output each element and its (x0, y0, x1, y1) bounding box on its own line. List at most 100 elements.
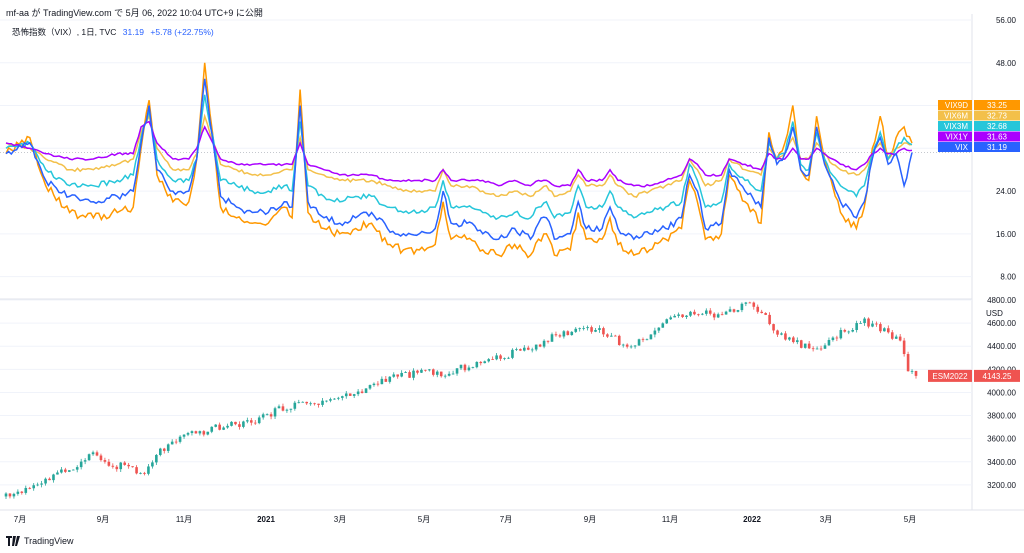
legend-tag-name-vix1y: VIX1Y (945, 133, 968, 142)
candle-body (400, 372, 403, 377)
x-tick-label: 7月 (14, 515, 26, 524)
candle-body (404, 372, 407, 373)
esm-symbol-label: ESM2022 (932, 372, 968, 381)
candle-body (851, 329, 854, 332)
candle-body (265, 414, 269, 416)
candle-body (776, 330, 779, 335)
candle-body (226, 425, 229, 428)
legend-symbol[interactable]: 恐怖指数（VIX）, 1日, TVC (12, 27, 117, 37)
candle-body (799, 340, 803, 348)
x-tick-label: 3月 (820, 515, 832, 524)
y-tick-label-bottom: 4200.00 (987, 365, 1016, 374)
candle-body (56, 472, 59, 475)
candle-body (139, 472, 142, 474)
candle-body (447, 373, 451, 376)
candle-body (720, 314, 724, 316)
candle-body (594, 329, 597, 332)
y-tick-label-top: 16.00 (996, 230, 1017, 239)
candle-body (337, 397, 340, 399)
currency-label: USD (986, 309, 1003, 318)
candle-body (499, 355, 502, 359)
candle-body (685, 315, 688, 318)
candle-body (887, 328, 890, 333)
candle-body (637, 339, 641, 346)
candle-body (277, 406, 281, 409)
candle-body (261, 414, 265, 418)
candle-body (724, 311, 728, 315)
publish-info: が TradingView.com で 5月 06, 2022 10:04 UT… (31, 8, 263, 18)
candle-body (297, 402, 301, 404)
candle-body (416, 370, 419, 373)
y-tick-label-top: 24.00 (996, 187, 1017, 196)
candle-body (546, 340, 550, 342)
legend-tag-vix3m (938, 121, 972, 131)
footer-brand-text[interactable]: TradingView (24, 536, 74, 546)
candle-body (519, 349, 522, 351)
candle-body (823, 345, 827, 349)
candle-body (420, 369, 423, 373)
candle-body (614, 335, 617, 337)
candle-body (301, 401, 305, 403)
candle-body (796, 340, 799, 343)
candle-body (194, 431, 198, 434)
candle-body (202, 431, 206, 435)
candle-body (507, 357, 510, 359)
candle-body (629, 346, 633, 348)
candle-body (127, 464, 130, 467)
candle-body (368, 385, 372, 389)
candle-body (159, 448, 162, 455)
candle-body (566, 331, 570, 336)
candle-body (657, 327, 661, 331)
candle-body (910, 370, 914, 372)
candle-body (432, 369, 435, 375)
candle-body (12, 493, 16, 497)
candle-body (621, 344, 625, 346)
candle-body (705, 310, 708, 314)
x-tick-label: 11月 (176, 515, 192, 524)
candle-body (617, 335, 621, 345)
candle-body (356, 391, 360, 395)
candle-body (162, 448, 166, 451)
candle-body (736, 310, 740, 312)
candle-body (503, 358, 506, 360)
candle-body (665, 319, 669, 324)
candle-body (364, 388, 368, 393)
candle-body (673, 315, 676, 318)
legend-change: +5.78 (+22.75%) (150, 27, 214, 37)
candle-body (36, 484, 39, 486)
candle-body (890, 332, 894, 339)
candle-body (756, 306, 760, 312)
candle-body (558, 335, 562, 337)
candle-body (582, 328, 585, 329)
candle-body (590, 327, 593, 332)
publisher-name[interactable]: mf-aa (6, 8, 30, 18)
candle-body (784, 333, 787, 340)
candle-body (538, 344, 542, 347)
candle-body (586, 327, 589, 329)
x-tick-label: 2022 (743, 515, 761, 524)
legend-value-vix6m: 32.73 (987, 112, 1008, 121)
candle-body (174, 441, 178, 443)
candle-body (214, 424, 217, 427)
candle-body (879, 324, 882, 332)
legend-tag-vix (938, 142, 972, 152)
candle-body (843, 330, 847, 332)
candle-body (44, 478, 47, 484)
candle-body (649, 334, 653, 340)
candle-body (107, 461, 111, 466)
candle-body (530, 349, 534, 351)
candle-body (898, 336, 902, 341)
candle-body (831, 337, 835, 341)
y-tick-label-top: 56.00 (996, 16, 1017, 25)
y-tick-label-top: 8.00 (1000, 273, 1016, 282)
candle-body (83, 460, 87, 462)
candle-body (863, 318, 866, 324)
candle-body (16, 491, 20, 494)
candle-body (289, 408, 293, 410)
candle-body (511, 349, 514, 358)
candle-body (392, 374, 396, 377)
candle-body (459, 364, 463, 369)
candle-body (380, 378, 384, 385)
candle-body (313, 403, 316, 405)
